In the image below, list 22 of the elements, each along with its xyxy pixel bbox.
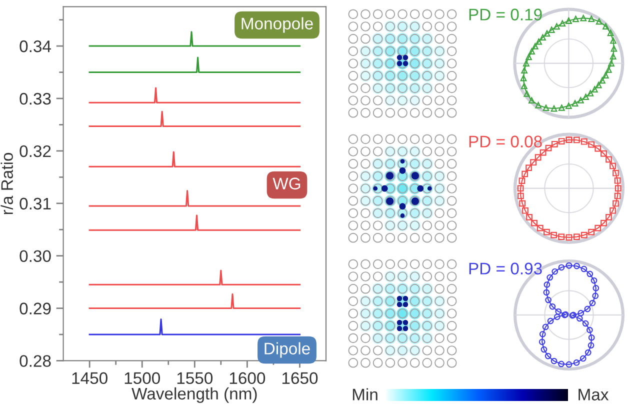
y-tick-label: 0.33 [20, 92, 51, 105]
x-tick-label: 1650 [282, 372, 318, 384]
text: PD = 0.93 [469, 262, 542, 274]
x-tick-label: 1500 [124, 372, 160, 384]
x-tick-label: 1450 [72, 372, 108, 384]
x-tick-label: 1600 [230, 372, 266, 384]
y-tick-label: 0.30 [20, 250, 51, 262]
y-tick-label: 0.28 [20, 355, 51, 367]
y-axis-title: r/a Ratio [0, 152, 13, 214]
text: PD = 0.19 [469, 8, 542, 20]
text: Max [578, 388, 609, 400]
y-tick-label: 0.29 [20, 302, 51, 314]
y-tick-label: 0.34 [20, 40, 52, 52]
y-tick-label: 0.31 [20, 198, 51, 210]
annotation: Dipole [264, 342, 310, 358]
y-tick-label: 0.32 [20, 145, 51, 158]
annotation: WG [272, 178, 300, 190]
text: PD = 0.08 [469, 136, 542, 148]
text: Min [352, 388, 378, 400]
annotation: Monopole [242, 17, 313, 33]
x-axis-title: Wavelength (nm) [132, 387, 257, 403]
x-tick-label: 1550 [177, 372, 213, 384]
